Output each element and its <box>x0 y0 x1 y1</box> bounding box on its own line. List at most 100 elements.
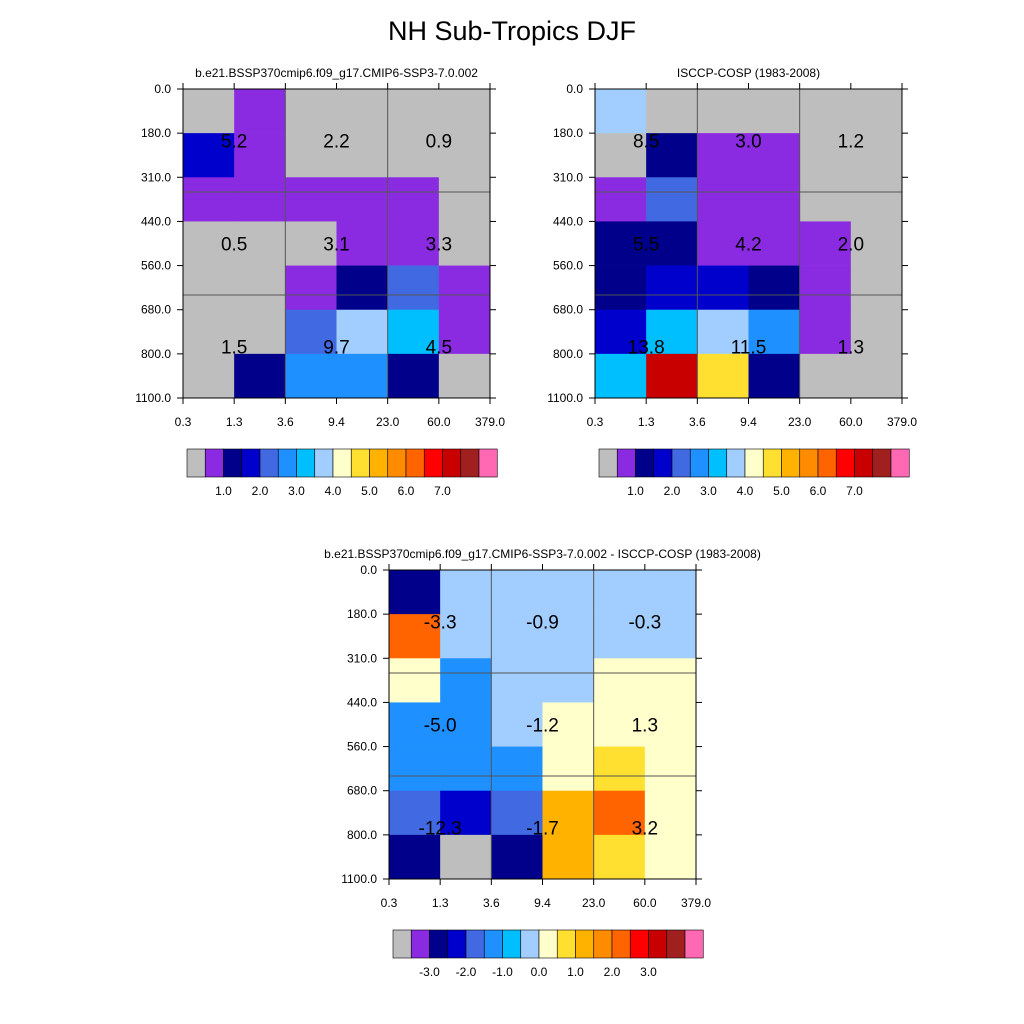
heatmap-cell <box>389 746 441 792</box>
heatmap-cell <box>644 658 697 703</box>
heatmap-cell <box>234 177 286 222</box>
heatmap-cell <box>183 265 235 311</box>
heatmap-cell <box>183 89 235 134</box>
y-tick-label: 440.0 <box>553 214 583 228</box>
heatmap-cell <box>644 702 697 747</box>
heatmap-cell <box>387 89 440 134</box>
heatmap-cell <box>285 221 337 266</box>
heatmap-cell <box>234 309 286 355</box>
colorbar-swatch <box>423 448 443 478</box>
y-tick-label: 0.0 <box>566 82 583 96</box>
heatmap-cell <box>491 746 543 792</box>
heatmap-cell <box>799 221 852 266</box>
block-value-label: 13.8 <box>628 338 665 359</box>
heatmap-cell <box>491 614 543 659</box>
block-value-label: 1.3 <box>838 338 864 359</box>
x-tick-label: 379.0 <box>887 415 917 429</box>
heatmap-cell <box>234 89 286 134</box>
colorbar-swatch <box>635 448 655 478</box>
y-tick-label: 680.0 <box>553 303 583 317</box>
x-tick-label: 60.0 <box>633 896 657 910</box>
heatmap-cell <box>595 309 647 355</box>
colorbar-label: 3.0 <box>700 484 717 498</box>
heatmap-cell <box>542 790 594 836</box>
heatmap-cell <box>595 133 647 178</box>
colorbar: 1.0 2.0 3.0 4.0 5.0 6.0 7.0 <box>598 448 910 498</box>
colorbar-label: 4.0 <box>737 484 754 498</box>
heatmap-cell <box>748 265 800 311</box>
heatmap-cell <box>646 89 698 134</box>
y-tick-label: 680.0 <box>347 784 377 798</box>
x-tick-label: 3.6 <box>483 896 500 910</box>
colorbar-swatch <box>575 929 595 959</box>
heatmap-cell <box>542 658 594 703</box>
heatmap-cell <box>387 133 440 178</box>
heatmap-cell <box>748 89 800 134</box>
heatmap-cell <box>491 570 543 615</box>
colorbar-swatch <box>392 929 412 959</box>
heatmap-cell <box>438 309 491 355</box>
colorbar-swatch <box>186 448 206 478</box>
y-tick-label: 800.0 <box>347 828 377 842</box>
x-tick-label: 23.0 <box>582 896 606 910</box>
colorbar-swatch <box>502 929 522 959</box>
x-tick-label: 23.0 <box>788 415 812 429</box>
colorbar-swatch <box>616 448 636 478</box>
heatmap-cell <box>387 353 440 399</box>
colorbar-swatch <box>520 929 540 959</box>
colorbar-swatch <box>598 448 618 478</box>
x-tick-label: 379.0 <box>681 896 711 910</box>
heatmap-cell <box>748 133 800 178</box>
colorbar-swatch <box>817 448 837 478</box>
colorbar-swatch <box>429 929 449 959</box>
heatmap-cell <box>646 265 698 311</box>
colorbar-swatch <box>556 929 576 959</box>
y-tick-label: 560.0 <box>347 740 377 754</box>
y-tick-label: 440.0 <box>141 214 171 228</box>
colorbar-label: 2.0 <box>664 484 681 498</box>
y-tick-label: 180.0 <box>347 607 377 621</box>
heatmap-cell <box>646 309 698 355</box>
colorbar-swatch <box>350 448 370 478</box>
block-value-label: -1.7 <box>526 819 559 840</box>
heatmap-cell <box>440 702 492 747</box>
panel-title: ISCCP-COSP (1983-2008) <box>677 66 820 80</box>
y-tick-label: 680.0 <box>141 303 171 317</box>
heatmap-cell <box>748 309 800 355</box>
heatmap-cell <box>491 658 543 703</box>
heatmap-cell <box>644 790 697 836</box>
y-tick-label: 800.0 <box>553 347 583 361</box>
block-value-label: 5.5 <box>633 235 659 256</box>
colorbar-swatch <box>762 448 782 478</box>
colorbar-swatch <box>460 448 480 478</box>
heatmap-cell <box>542 614 594 659</box>
heatmap-cell <box>542 746 594 792</box>
block-value-label: -0.9 <box>526 613 559 634</box>
colorbar-swatch <box>332 448 352 478</box>
heatmap-cell <box>542 570 594 615</box>
panel-title: b.e21.BSSP370cmip6.f09_g17.CMIP6-SSP3-7.… <box>324 547 761 561</box>
colorbar-swatch <box>872 448 892 478</box>
heatmap-cell <box>336 265 388 311</box>
colorbar-label: 7.0 <box>846 484 863 498</box>
heatmap-cell <box>595 265 647 311</box>
heatmap-cell <box>850 353 903 399</box>
heatmap-cell <box>387 177 440 222</box>
x-tick-label: 23.0 <box>376 415 400 429</box>
heatmap-cell <box>595 353 647 399</box>
heatmap-cell <box>285 133 337 178</box>
heatmap-cell <box>697 177 749 222</box>
y-tick-label: 1100.0 <box>135 391 171 405</box>
colorbar-label: 5.0 <box>361 484 378 498</box>
heatmap-cell <box>748 353 800 399</box>
heatmap-cell <box>748 221 800 266</box>
heatmap-cell <box>440 614 492 659</box>
colorbar-swatch <box>369 448 389 478</box>
block-value-label: 3.3 <box>426 235 452 256</box>
colorbar-swatch <box>854 448 874 478</box>
heatmap-cell <box>183 353 235 399</box>
heatmap-cell <box>644 746 697 792</box>
colorbar-swatch <box>447 929 467 959</box>
figure-title: NH Sub-Tropics DJF <box>387 16 637 46</box>
heatmap-cell <box>491 834 543 880</box>
